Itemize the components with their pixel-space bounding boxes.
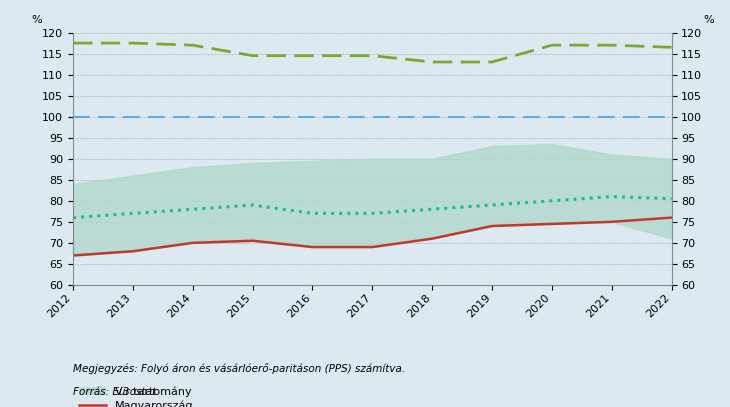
Text: %: %	[703, 15, 713, 25]
Text: Forrás: Eurostat: Forrás: Eurostat	[73, 387, 156, 397]
Text: %: %	[31, 15, 42, 25]
Legend: V3 tartomány, Magyarország, EU átlag, V3 átlag, Észak TOP5 átlag: V3 tartomány, Magyarország, EU átlag, V3…	[79, 386, 212, 407]
Text: Megjegyzés: Folyó áron és vásárlóerő-paritáson (PPS) számítva.: Megjegyzés: Folyó áron és vásárlóerő-par…	[73, 363, 405, 374]
